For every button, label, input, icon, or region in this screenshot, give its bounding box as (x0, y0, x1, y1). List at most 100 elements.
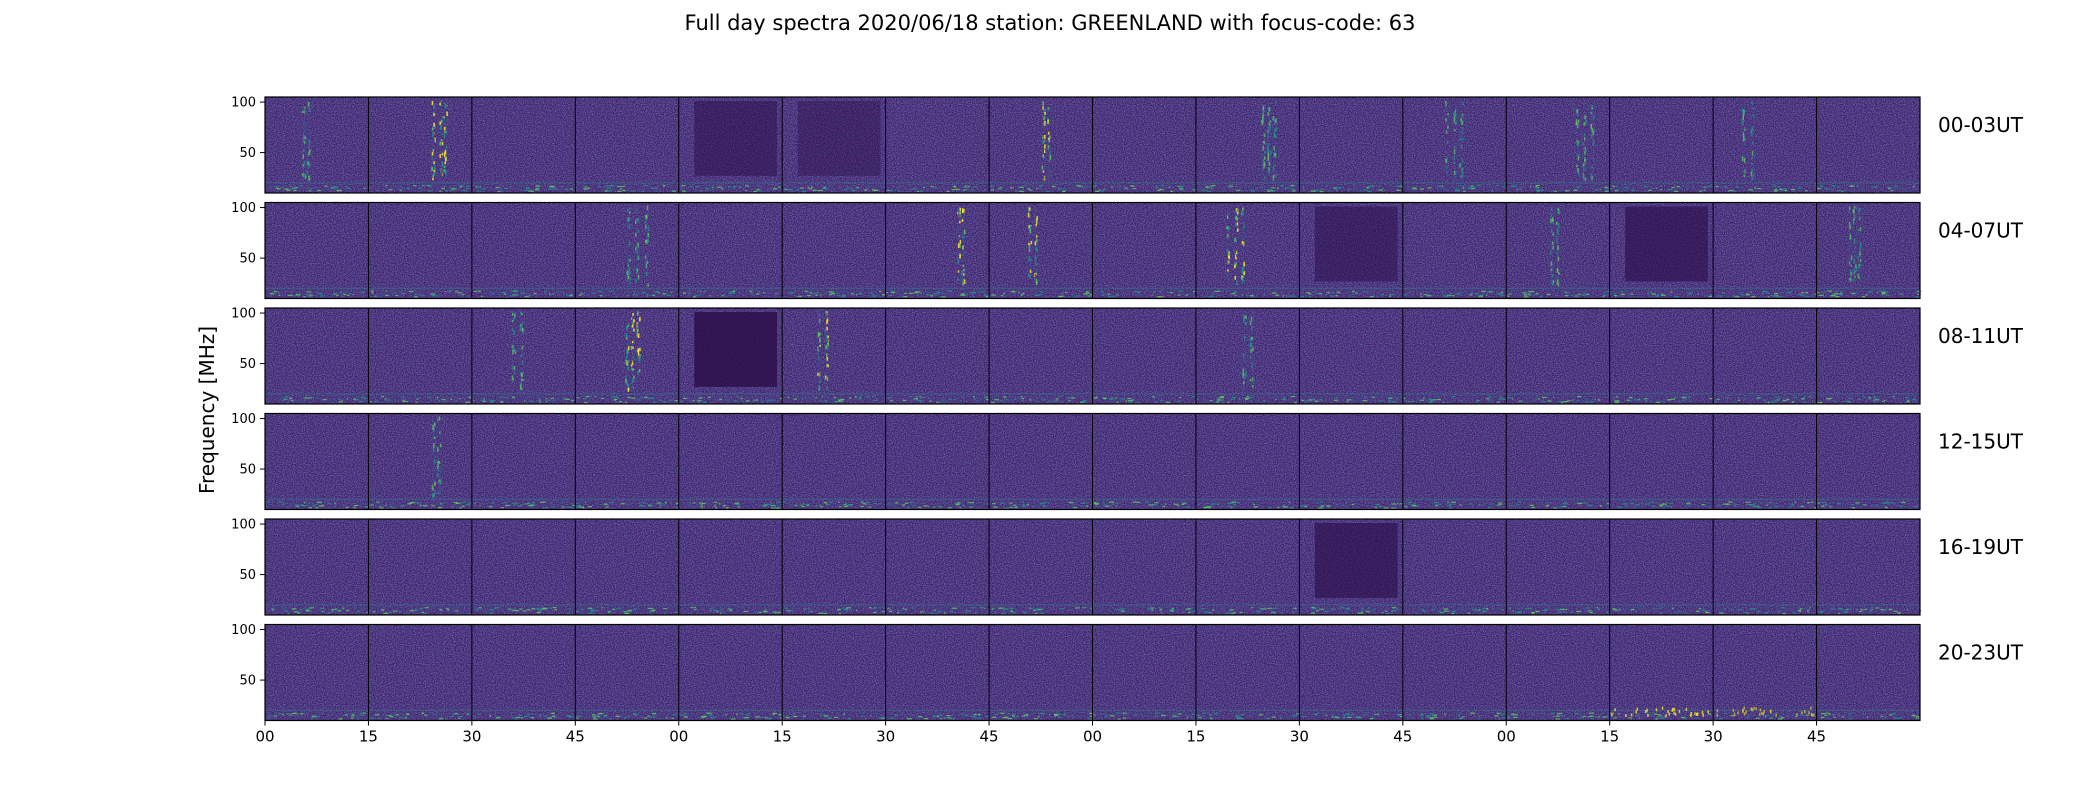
panel-noise (782, 308, 886, 404)
burst-streak (817, 362, 820, 366)
band-speck (287, 612, 289, 615)
burst-streak (1461, 120, 1464, 125)
band-speck (1086, 292, 1090, 294)
burst-streak (1242, 373, 1245, 376)
band-speck (647, 504, 652, 507)
band-speck (703, 290, 706, 293)
band-speck (1065, 291, 1068, 294)
band-speck (532, 501, 535, 504)
band-speck (796, 507, 799, 509)
burst-streak (632, 385, 634, 389)
band-speck (340, 608, 346, 611)
band-speck (1746, 607, 1749, 609)
band-speck (834, 401, 839, 403)
burst-streak (1552, 229, 1554, 234)
band-speck (1620, 291, 1624, 293)
band-speck (652, 401, 657, 404)
band-speck (1293, 611, 1298, 613)
band-speck (1169, 291, 1173, 294)
band-speck (652, 609, 656, 611)
band-speck (1751, 296, 1756, 298)
band-speck (526, 401, 528, 404)
band-speck (984, 294, 989, 296)
burst-streak (1744, 138, 1746, 142)
band-speck (1771, 401, 1773, 403)
band-speck (1917, 293, 1922, 295)
band-speck (306, 608, 309, 610)
band-speck (913, 292, 918, 294)
band-speck (500, 506, 504, 509)
band-speck (675, 506, 679, 509)
band-speck (528, 504, 533, 507)
band-speck (444, 290, 447, 293)
band-speck (357, 610, 361, 612)
band-speck (841, 295, 847, 297)
burst-streak (1446, 159, 1449, 162)
band-speck (527, 714, 530, 716)
burst-streak (1267, 152, 1270, 157)
band-speck (531, 295, 533, 297)
band-speck (521, 717, 524, 719)
burst-streak (1242, 278, 1244, 283)
band-speck (1138, 292, 1140, 294)
band-speck (1903, 189, 1905, 191)
burst-streak (1550, 218, 1552, 224)
band-speck (1679, 401, 1681, 403)
panel-noise (575, 202, 679, 299)
band-speck (772, 611, 777, 613)
burst-streak (1263, 150, 1266, 154)
band-speck (561, 506, 564, 508)
band-speck (1184, 609, 1188, 611)
band-speck (1236, 189, 1241, 191)
band-speck (1311, 606, 1316, 609)
burst-streak (1227, 242, 1229, 246)
band-speck (522, 291, 525, 293)
burst-streak (1226, 216, 1229, 220)
band-speck (1275, 190, 1278, 193)
band-speck (1721, 292, 1726, 294)
band-speck (1188, 611, 1191, 614)
band-speck (1319, 293, 1321, 295)
band-speck (1724, 397, 1729, 399)
burst-streak (431, 485, 434, 489)
band-speck (1102, 396, 1105, 398)
burst-streak (1854, 275, 1856, 278)
band-speck (432, 295, 438, 297)
band-speck (267, 716, 269, 718)
band-speck (357, 716, 361, 718)
burst-streak (1274, 152, 1277, 156)
band-speck (1316, 610, 1319, 612)
band-speck (803, 607, 807, 609)
band-speck (887, 397, 893, 399)
band-speck (1807, 185, 1812, 187)
burst-streak (1245, 315, 1247, 319)
band-speck (438, 718, 444, 720)
band-speck (548, 293, 550, 295)
band-speck (1793, 611, 1797, 613)
burst-streak (1272, 174, 1275, 179)
spectrum-panel (885, 97, 990, 193)
band-speck (327, 715, 332, 717)
panel-noise (1713, 519, 1817, 615)
band-speck (689, 294, 692, 296)
band-speck (1439, 611, 1445, 614)
burst-streak (1461, 113, 1464, 118)
burst-streak (1244, 312, 1247, 317)
band-speck (363, 503, 365, 505)
band-speck (925, 186, 927, 188)
burst-streak (1444, 166, 1447, 171)
band-speck (1434, 396, 1439, 398)
band-speck (1461, 185, 1467, 187)
band-speck (1035, 397, 1041, 400)
band-speck (776, 507, 781, 509)
panel-noise (885, 519, 990, 615)
band-speck (933, 506, 935, 508)
burst-streak (1742, 115, 1744, 120)
burst-streak (1275, 135, 1277, 139)
band-speck (888, 610, 893, 612)
burst-streak (1558, 271, 1560, 276)
band-speck (939, 608, 942, 610)
band-speck (1400, 396, 1403, 398)
band-speck (779, 609, 782, 611)
band-speck (597, 713, 602, 715)
